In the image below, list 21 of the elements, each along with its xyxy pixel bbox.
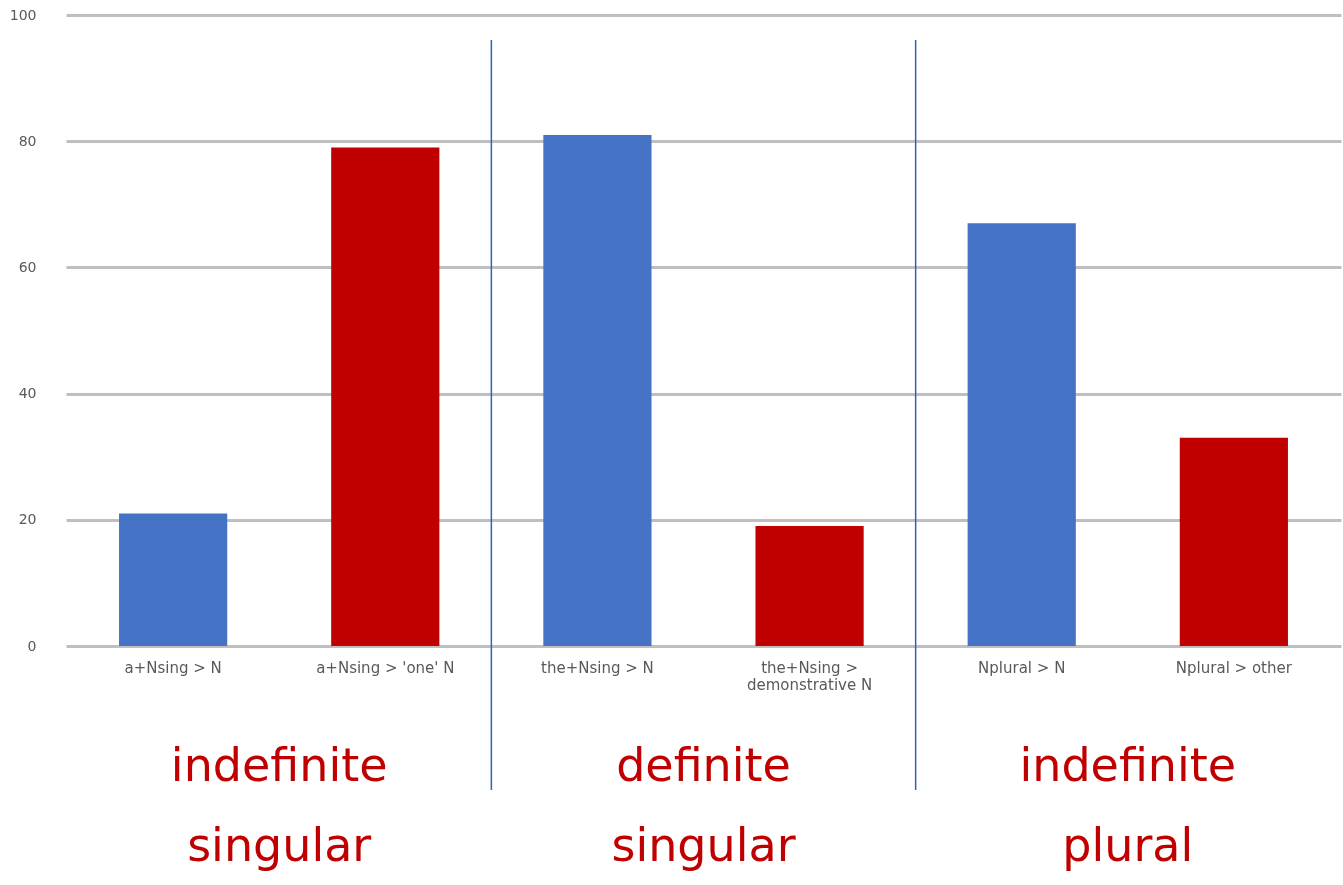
y-tick-label: 80 <box>18 132 37 149</box>
y-tick-label: 40 <box>18 385 37 402</box>
x-tick-label: Nplural > N <box>978 658 1066 677</box>
bar <box>1179 437 1288 646</box>
bar <box>119 513 228 646</box>
bar <box>331 147 440 646</box>
x-tick-label: the+Nsing > N <box>541 658 654 677</box>
text: indefinite singular <box>170 738 388 872</box>
text: indefinite plural <box>1019 738 1237 872</box>
x-tick-label: the+Nsing > demonstrative N <box>746 658 873 694</box>
bar <box>755 526 864 646</box>
x-tick-label: a+Nsing > N <box>124 658 222 677</box>
y-tick-label: 0 <box>27 637 37 654</box>
y-tick-label: 20 <box>18 511 37 528</box>
x-tick-label: Nplural > other <box>1175 658 1293 677</box>
x-tick-label: a+Nsing > 'one' N <box>316 658 455 677</box>
y-tick-label: 100 <box>9 6 37 23</box>
bar <box>543 134 652 646</box>
y-tick-label: 60 <box>18 258 37 275</box>
text: definite singular <box>611 738 796 872</box>
bar <box>967 223 1076 646</box>
